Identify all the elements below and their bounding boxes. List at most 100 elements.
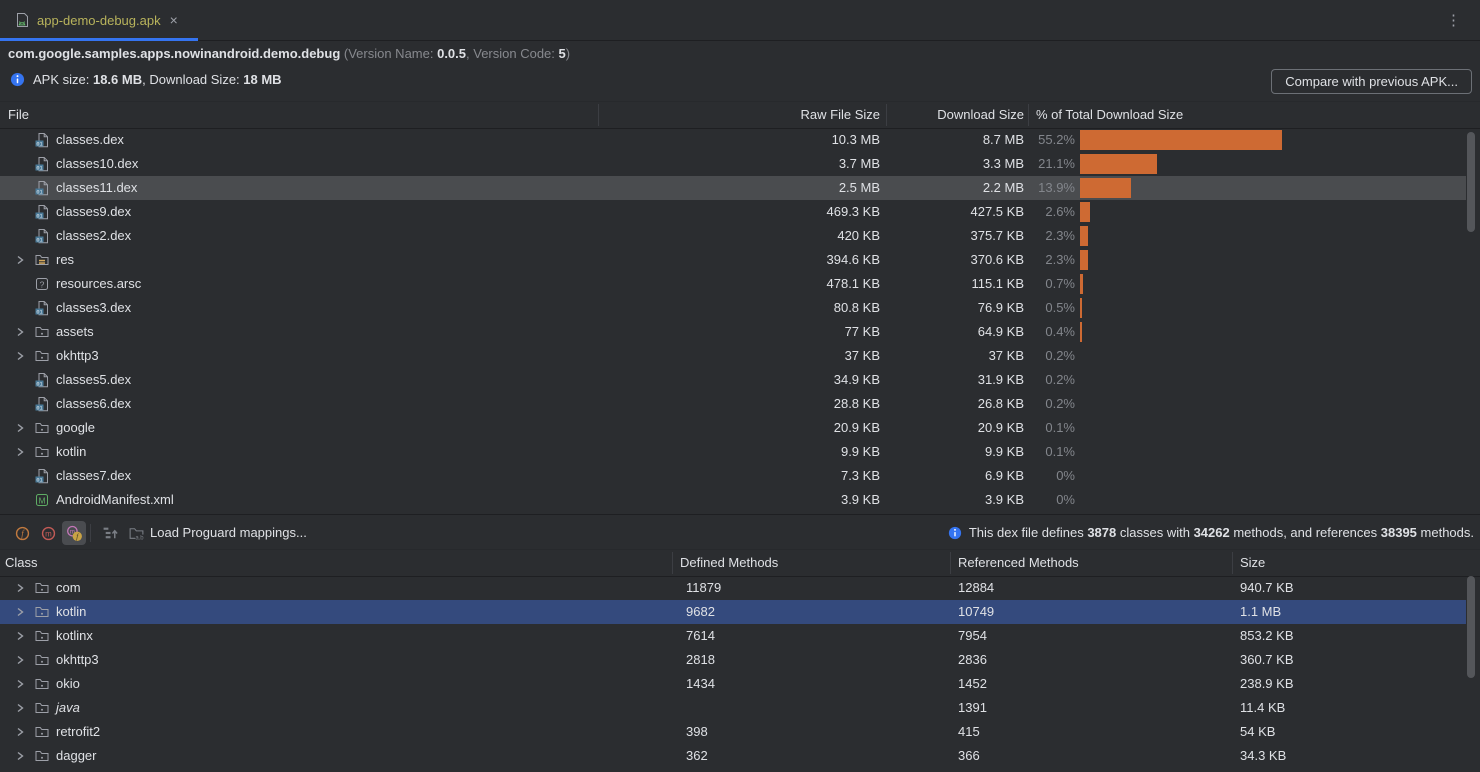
download-size-value: 18 MB — [243, 71, 282, 87]
download-size: 6.9 KB — [984, 468, 1024, 483]
file-name: kotlin — [56, 444, 87, 459]
class-row[interactable]: dagger 362 366 34.3 KB — [0, 744, 1466, 768]
class-row[interactable]: kotlin 9682 10749 1.1 MB — [0, 600, 1466, 624]
chevron-right-icon[interactable] — [12, 748, 28, 764]
version-suffix: ) — [565, 46, 571, 61]
package-header: com.google.samples.apps.nowinandroid.dem… — [8, 44, 1472, 64]
column-header-class[interactable]: Class — [5, 555, 38, 570]
column-divider[interactable] — [598, 104, 599, 126]
download-size: 2.2 MB — [982, 180, 1024, 195]
file-row[interactable]: google 20.9 KB 20.9 KB 0.1% — [0, 416, 1466, 440]
package-name: retrofit2 — [56, 724, 101, 739]
file-row[interactable]: 01 classes.dex 10.3 MB 8.7 MB 55.2% — [0, 128, 1466, 152]
file-row[interactable]: okhttp3 37 KB 37 KB 0.2% — [0, 344, 1466, 368]
download-size-bar — [1080, 130, 1282, 150]
file-row[interactable]: ? resources.arsc 478.1 KB 115.1 KB 0.7% — [0, 272, 1466, 296]
package-folder-icon — [34, 628, 50, 644]
download-size-bar — [1080, 298, 1082, 318]
file-row[interactable]: 01 classes2.dex 420 KB 375.7 KB 2.3% — [0, 224, 1466, 248]
deobfuscate-names-icon[interactable]: a.b — [124, 521, 148, 545]
chevron-right-icon[interactable] — [12, 652, 28, 668]
file-name: classes10.dex — [56, 156, 139, 171]
dex-references-count: 38395 — [1380, 525, 1417, 540]
column-header-download-size[interactable]: Download Size — [937, 107, 1024, 122]
load-proguard-mappings-link[interactable]: Load Proguard mappings... — [150, 525, 307, 540]
download-size: 20.9 KB — [977, 420, 1024, 435]
chevron-right-icon[interactable] — [12, 724, 28, 740]
column-header-raw-file-size[interactable]: Raw File Size — [800, 107, 880, 122]
defined-methods-count: 11879 — [686, 580, 722, 595]
dex-info-mid1: classes with — [1116, 525, 1194, 540]
raw-file-size: 2.5 MB — [838, 180, 880, 195]
sort-tree-icon[interactable] — [98, 521, 122, 545]
arsc-file-icon: ? — [34, 276, 50, 292]
column-divider[interactable] — [672, 552, 673, 574]
version-name-value: 0.0.5 — [437, 46, 467, 61]
file-row[interactable]: 01 classes9.dex 469.3 KB 427.5 KB 2.6% — [0, 200, 1466, 224]
class-row[interactable]: kotlinx 7614 7954 853.2 KB — [0, 624, 1466, 648]
chevron-right-icon[interactable] — [12, 604, 28, 620]
chevron-right-icon[interactable] — [12, 252, 28, 268]
column-divider[interactable] — [1028, 104, 1029, 126]
file-row[interactable]: res 394.6 KB 370.6 KB 2.3% — [0, 248, 1466, 272]
column-header-size[interactable]: Size — [1240, 555, 1266, 570]
column-header-referenced-methods[interactable]: Referenced Methods — [958, 555, 1079, 570]
class-row[interactable]: java 1391 11.4 KB — [0, 696, 1466, 720]
editor-tab-bar: app-demo-debug.apk × ⋮ — [0, 0, 1480, 41]
class-row[interactable]: okhttp3 2818 2836 360.7 KB — [0, 648, 1466, 672]
compare-with-previous-apk-button[interactable]: Compare with previous APK... — [1271, 69, 1472, 94]
show-fields-toggle[interactable]: f — [10, 521, 34, 545]
download-size: 115.1 KB — [971, 276, 1024, 291]
svg-text:01: 01 — [36, 237, 42, 243]
file-row[interactable]: 01 classes3.dex 80.8 KB 76.9 KB 0.5% — [0, 296, 1466, 320]
tab-apk-file[interactable]: app-demo-debug.apk × — [0, 0, 198, 41]
kebab-menu-icon[interactable]: ⋮ — [1446, 12, 1462, 29]
tab-close-icon[interactable]: × — [169, 12, 178, 28]
file-row[interactable]: 01 classes11.dex 2.5 MB 2.2 MB 13.9% — [0, 176, 1466, 200]
package-folder-icon — [34, 724, 50, 740]
file-row[interactable]: assets 77 KB 64.9 KB 0.4% — [0, 320, 1466, 344]
column-header-pct-total[interactable]: % of Total Download Size — [1036, 107, 1184, 122]
classes-table-body: com 11879 12884 940.7 KB kotlin 9682 10749 1.1 … — [0, 576, 1480, 772]
column-header-defined-methods[interactable]: Defined Methods — [680, 555, 779, 570]
package-name: okio — [56, 676, 80, 691]
package-name: kotlin — [56, 604, 87, 619]
file-row[interactable]: 01 classes10.dex 3.7 MB 3.3 MB 21.1% — [0, 152, 1466, 176]
file-row[interactable]: kotlin 9.9 KB 9.9 KB 0.1% — [0, 440, 1466, 464]
column-divider[interactable] — [950, 552, 951, 574]
pct-of-total: 0% — [1056, 492, 1075, 507]
column-header-file[interactable]: File — [8, 107, 29, 122]
raw-file-size: 9.9 KB — [840, 444, 880, 459]
dex-info-prefix: This dex file defines — [968, 525, 1088, 540]
chevron-right-icon[interactable] — [12, 420, 28, 436]
chevron-right-icon[interactable] — [12, 580, 28, 596]
show-referenced-toggle[interactable]: m f — [62, 521, 86, 545]
info-icon — [10, 72, 25, 87]
column-divider[interactable] — [1232, 552, 1233, 574]
class-row[interactable]: retrofit2 398 415 54 KB — [0, 720, 1466, 744]
package-size: 853.2 KB — [1240, 628, 1294, 643]
file-row[interactable]: 01 classes7.dex 7.3 KB 6.9 KB 0% — [0, 464, 1466, 488]
chevron-right-icon[interactable] — [12, 444, 28, 460]
package-name: dagger — [56, 748, 97, 763]
file-row[interactable]: M AndroidManifest.xml 3.9 KB 3.9 KB 0% — [0, 488, 1466, 512]
class-row[interactable]: com 11879 12884 940.7 KB — [0, 576, 1466, 600]
class-row[interactable]: okio 1434 1452 238.9 KB — [0, 672, 1466, 696]
files-table-scrollbar[interactable] — [1467, 132, 1475, 232]
chevron-right-icon[interactable] — [12, 324, 28, 340]
manifest-file-icon: M — [34, 492, 50, 508]
column-divider[interactable] — [886, 104, 887, 126]
chevron-right-icon[interactable] — [12, 700, 28, 716]
file-row[interactable]: 01 classes5.dex 34.9 KB 31.9 KB 0.2% — [0, 368, 1466, 392]
classes-table-scrollbar[interactable] — [1467, 576, 1475, 678]
chevron-right-icon[interactable] — [12, 676, 28, 692]
apk-file-icon — [14, 12, 30, 28]
svg-text:m: m — [45, 529, 52, 538]
folder-icon — [34, 348, 50, 364]
chevron-right-icon[interactable] — [12, 628, 28, 644]
pct-of-total: 0.2% — [1045, 348, 1075, 363]
chevron-right-icon[interactable] — [12, 348, 28, 364]
svg-text:a.b: a.b — [135, 535, 144, 541]
file-row[interactable]: 01 classes6.dex 28.8 KB 26.8 KB 0.2% — [0, 392, 1466, 416]
show-methods-toggle[interactable]: m — [36, 521, 60, 545]
